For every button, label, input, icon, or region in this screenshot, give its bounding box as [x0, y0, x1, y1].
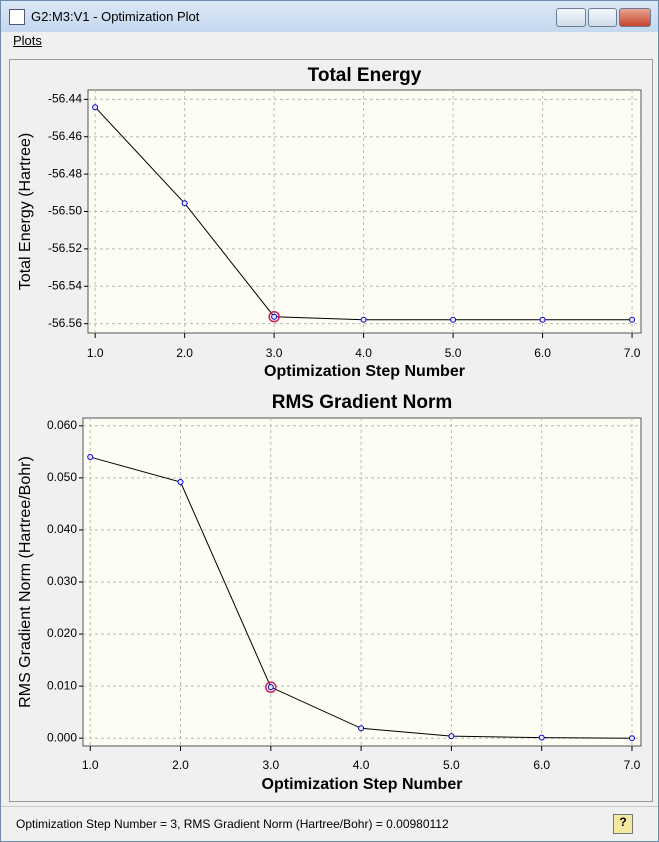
- y-axis-label: RMS Gradient Norm (Hartree/Bohr): [17, 456, 34, 708]
- data-point: [358, 725, 365, 732]
- help-button[interactable]: ?: [613, 814, 633, 834]
- data-point: [267, 684, 274, 691]
- y-axis-label: Total Energy (Hartree): [17, 133, 34, 290]
- y-tick-label: -56.52: [48, 241, 82, 255]
- data-point: [177, 479, 184, 486]
- x-tick-label: 1.0: [87, 346, 104, 360]
- y-tick-label: -56.46: [48, 129, 82, 143]
- y-tick-label: 0.020: [47, 626, 77, 640]
- x-tick-label: 3.0: [266, 346, 283, 360]
- data-point: [360, 316, 367, 323]
- y-tick-label: 0.040: [47, 522, 77, 536]
- x-tick-label: 2.0: [172, 758, 189, 772]
- y-tick-label: -56.56: [48, 316, 82, 330]
- x-tick-label: 1.0: [82, 758, 99, 772]
- x-tick-label: 7.0: [624, 758, 641, 772]
- status-text: Optimization Step Number = 3, RMS Gradie…: [16, 817, 449, 831]
- data-point: [87, 454, 94, 461]
- x-tick-label: 3.0: [262, 758, 279, 772]
- x-axis-label: Optimization Step Number: [262, 776, 463, 793]
- data-point: [181, 200, 188, 207]
- x-tick-label: 7.0: [624, 346, 641, 360]
- x-tick-label: 6.0: [534, 346, 551, 360]
- data-point: [629, 316, 636, 323]
- x-tick-label: 6.0: [533, 758, 550, 772]
- menu-bar: Plots: [1, 32, 658, 52]
- app-icon: [9, 9, 25, 25]
- x-tick-label: 2.0: [176, 346, 193, 360]
- y-tick-label: 0.000: [47, 730, 77, 744]
- maximize-button[interactable]: [588, 8, 617, 27]
- minimize-button[interactable]: [556, 8, 586, 27]
- y-tick-label: 0.050: [47, 470, 77, 484]
- y-tick-label: -56.50: [48, 204, 82, 218]
- title-bar: G2:M3:V1 - Optimization Plot: [1, 1, 658, 32]
- data-point: [538, 734, 545, 741]
- y-tick-label: 0.030: [47, 574, 77, 588]
- y-tick-label: 0.060: [47, 418, 77, 432]
- x-tick-label: 5.0: [443, 758, 460, 772]
- x-axis-label: Optimization Step Number: [264, 363, 465, 380]
- y-tick-label: -56.44: [48, 92, 82, 106]
- data-point: [448, 733, 455, 740]
- data-point: [450, 316, 457, 323]
- menu-item[interactable]: Plots: [13, 33, 42, 48]
- chart-title: Total Energy: [308, 65, 422, 86]
- selected-marker: [268, 310, 280, 323]
- data-point: [92, 104, 99, 111]
- data-point: [271, 313, 278, 320]
- close-button[interactable]: [619, 8, 651, 27]
- window-title: G2:M3:V1 - Optimization Plot: [31, 9, 200, 24]
- selected-marker: [265, 681, 277, 693]
- data-point: [628, 735, 635, 742]
- y-tick-label: -56.54: [48, 278, 82, 292]
- chart-title: RMS Gradient Norm: [272, 392, 453, 413]
- y-tick-label: -56.48: [48, 166, 82, 180]
- x-tick-label: 4.0: [353, 758, 370, 772]
- data-point: [539, 316, 546, 323]
- y-tick-label: 0.010: [47, 678, 77, 692]
- x-tick-label: 4.0: [355, 346, 372, 360]
- status-bar: Optimization Step Number = 3, RMS Gradie…: [1, 806, 658, 841]
- x-tick-label: 5.0: [445, 346, 462, 360]
